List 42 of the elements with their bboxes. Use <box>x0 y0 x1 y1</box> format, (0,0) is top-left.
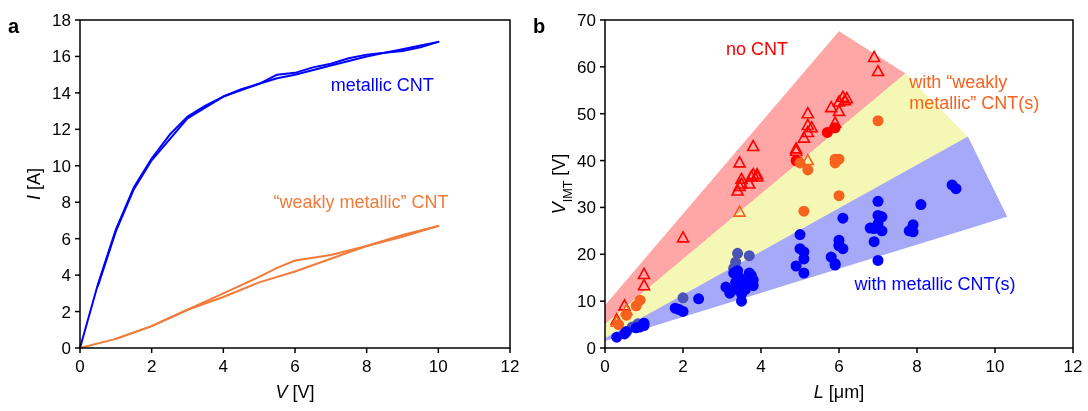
x-axis-title: L [μm] <box>813 382 865 402</box>
x-tick-label: 6 <box>834 357 844 376</box>
y-tick-label: 4 <box>61 266 71 286</box>
chart-title: a <box>8 15 20 37</box>
y-tick-label: 6 <box>61 229 71 249</box>
x-tick-label: 10 <box>985 357 1005 376</box>
y-tick-label: 10 <box>52 156 71 176</box>
y-tick-label: 50 <box>577 104 596 124</box>
series-label: with “weakly metallic” CNT(s) <box>908 71 1040 113</box>
text: no CNT <box>725 39 788 60</box>
x-axis-title: V [V] <box>275 382 315 402</box>
y-tick-label: 12 <box>52 120 71 140</box>
y-tick-label: 10 <box>577 292 596 312</box>
x-tick-label: 6 <box>290 357 300 376</box>
x-tick-label: 0 <box>600 357 610 376</box>
x-tick-label: 0 <box>75 357 85 376</box>
y-tick-label: 60 <box>577 57 596 77</box>
y-tick-label: 14 <box>52 83 71 103</box>
series-label: metallic CNT <box>330 75 434 96</box>
x-tick-label: 4 <box>756 357 766 376</box>
x-tick-label: 2 <box>678 357 688 376</box>
x-tick-label: 4 <box>218 357 229 376</box>
x-tick-label: 10 <box>428 357 448 376</box>
y-tick-label: 30 <box>577 198 596 218</box>
x-tick-label: 8 <box>361 357 372 376</box>
x-tick-label: 2 <box>146 357 157 376</box>
y-tick-label: 8 <box>61 193 71 213</box>
y-tick-label: 70 <box>577 10 596 30</box>
series-label: with metallic CNT(s) <box>853 274 1016 295</box>
x-tick-label: 12 <box>500 357 520 376</box>
y-tick-label: 18 <box>52 10 71 30</box>
chart-title: b <box>533 15 546 37</box>
x-tick-label: 12 <box>1063 357 1083 376</box>
y-tick-label: 16 <box>52 47 71 67</box>
y-tick-label: 2 <box>61 302 71 322</box>
y-axis-title: I [A] <box>24 167 44 201</box>
x-tick-label: 8 <box>912 357 922 376</box>
y-tick-label: 0 <box>586 338 596 358</box>
series-label: “weakly metallic” CNT <box>273 191 449 212</box>
y-tick-label: 0 <box>61 338 71 358</box>
y-tick-label: 20 <box>577 245 596 265</box>
y-tick-label: 40 <box>577 151 596 171</box>
